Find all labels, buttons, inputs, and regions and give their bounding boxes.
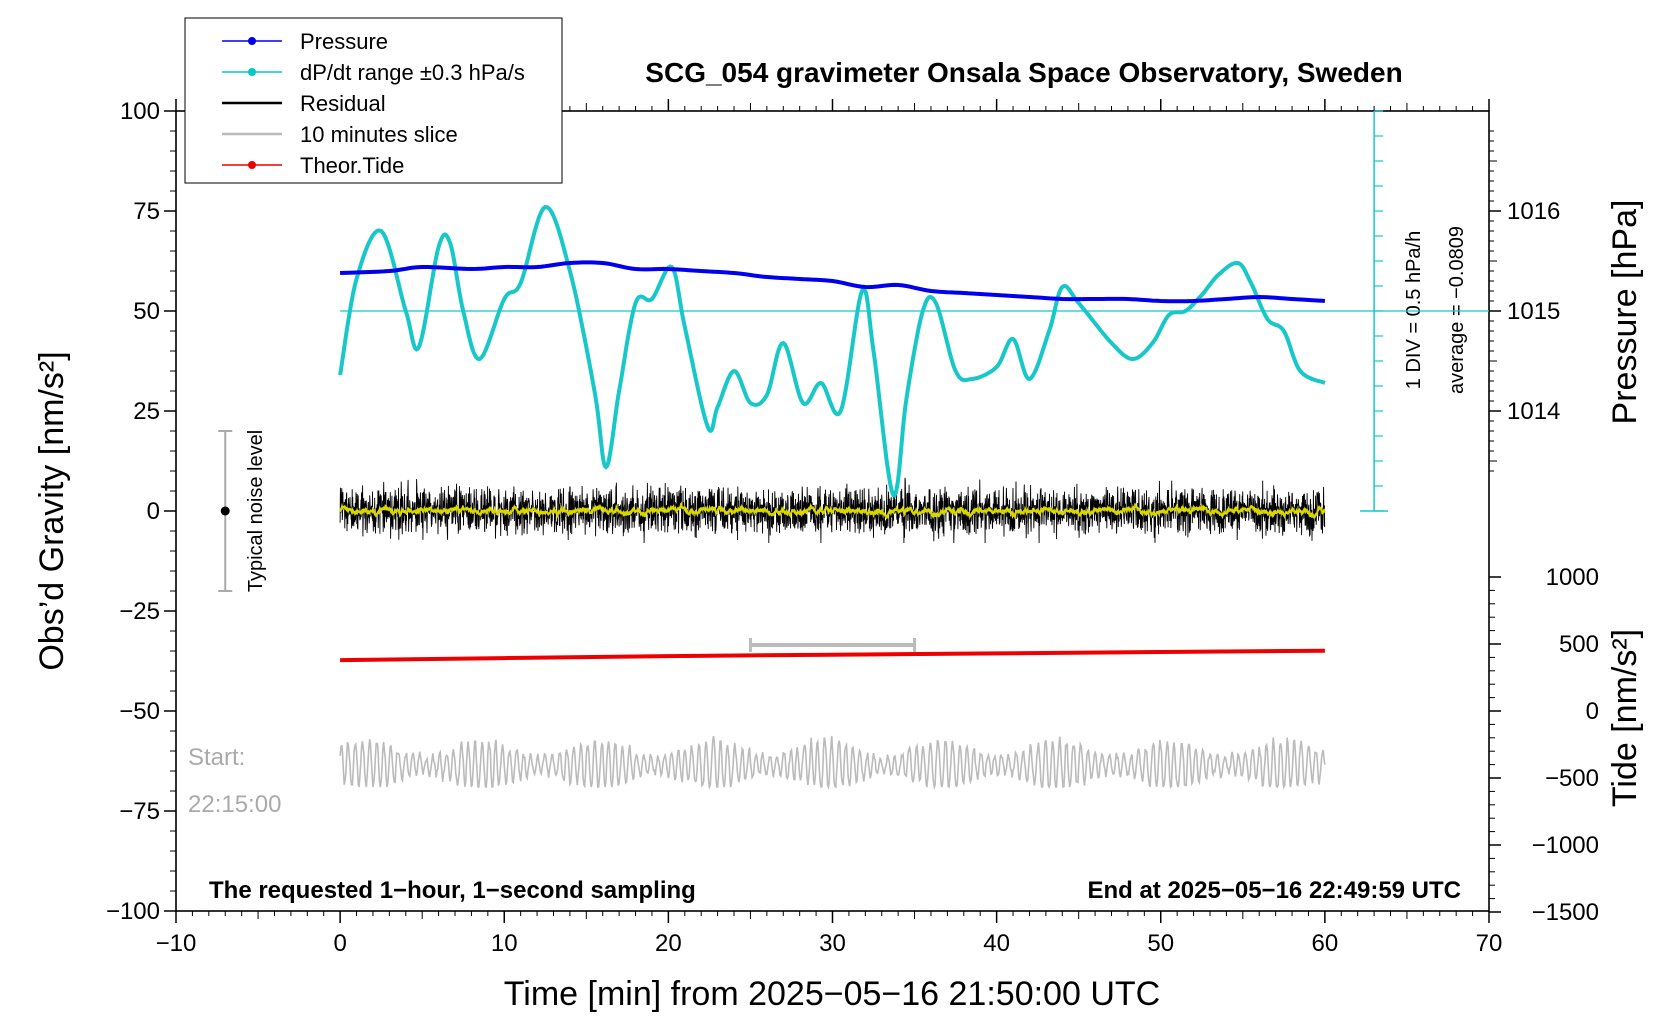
- footer-end-time: End at 2025−05−16 22:49:59 UTC: [1087, 877, 1461, 904]
- pressure-tick-label: 1015: [1507, 298, 1560, 325]
- average-annotation: average = −0.0809: [1446, 226, 1468, 394]
- legend: Pressure dP/dt range ±0.3 hPa/s Residual 10…: [184, 17, 563, 184]
- legend-label: dP/dt range ±0.3 hPa/s: [300, 60, 525, 85]
- residual-smoothed-line: [339, 500, 1326, 520]
- tide-tick-label: 500: [1559, 631, 1599, 658]
- residual-series-line: [339, 477, 1326, 544]
- pressure-div-annotation: 1 DIV = 0.5 hPa/h: [1403, 231, 1425, 389]
- y-tick-label: 75: [133, 198, 160, 225]
- tide-tick-label: −1000: [1532, 832, 1599, 859]
- y-tick-label: 50: [133, 298, 160, 325]
- footer-sampling-note: The requested 1−hour, 1−second sampling: [209, 877, 696, 904]
- y-axis-title-left: Obs’d Gravity [nm/s²]: [33, 351, 71, 670]
- series-layer: [218, 110, 1489, 791]
- noise-level-label: Typical noise level: [245, 430, 267, 592]
- start-label: Start:: [188, 744, 245, 771]
- legend-label: Residual: [300, 91, 386, 116]
- tide-tick-label: −1500: [1532, 899, 1599, 926]
- y-axis-title-tide: Tide [nm/s²]: [1606, 629, 1644, 807]
- legend-marker: [248, 68, 256, 76]
- legend-box: [184, 17, 563, 184]
- tide-series-line: [340, 648, 1325, 663]
- noise-bar-center: [220, 506, 230, 516]
- pressure-tick-label: 1014: [1507, 398, 1560, 425]
- dpdt-series-line: [338, 204, 1326, 498]
- pressure-series-line: [340, 260, 1326, 304]
- y-tick-label: −100: [106, 898, 160, 925]
- chart-title: SCG_054 gravimeter Onsala Space Observat…: [645, 57, 1402, 88]
- y-tick-label: −75: [119, 798, 160, 825]
- x-tick-label: −10: [156, 930, 197, 957]
- y-tick-label: −50: [119, 698, 160, 725]
- tide-tick-label: 0: [1586, 698, 1599, 725]
- x-tick-label: 10: [491, 930, 518, 957]
- y-tick-label: 0: [147, 498, 160, 525]
- x-tick-label: 70: [1476, 930, 1503, 957]
- x-tick-label: 50: [1147, 930, 1174, 957]
- y-tick-label: 100: [120, 98, 160, 125]
- tide-tick-label: −500: [1545, 765, 1599, 792]
- legend-marker: [248, 37, 256, 45]
- legend-marker: [248, 161, 256, 169]
- y-tick-label: −25: [119, 598, 160, 625]
- pressure-tick-label: 1016: [1507, 198, 1560, 225]
- slice-series-line: [339, 735, 1326, 791]
- x-tick-label: 30: [819, 930, 846, 957]
- axis-ticks: −10 0 10 20 30 40 50 60 701007550250−25−50−75−10…: [106, 98, 1599, 957]
- y-axis-title-pressure: Pressure [hPa]: [1606, 200, 1644, 425]
- x-tick-label: 60: [1312, 930, 1339, 957]
- legend-label: 10 minutes slice: [300, 122, 458, 147]
- y-tick-label: 25: [133, 398, 160, 425]
- legend-label: Theor.Tide: [300, 153, 404, 178]
- legend-label: Pressure: [300, 29, 388, 54]
- start-time: 22:15:00: [188, 791, 281, 818]
- x-tick-label: 20: [655, 930, 682, 957]
- tide-tick-label: 1000: [1546, 564, 1599, 591]
- x-tick-label: 0: [333, 930, 346, 957]
- x-tick-label: 40: [983, 930, 1010, 957]
- x-axis-title: Time [min] from 2025−05−16 21:50:00 UTC: [504, 975, 1160, 1013]
